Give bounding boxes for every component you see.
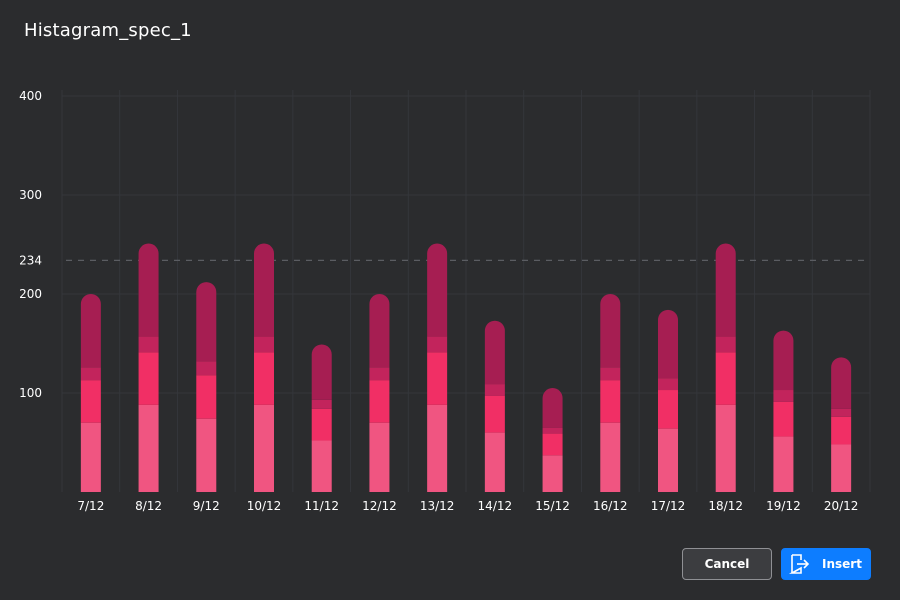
bar-segment xyxy=(254,404,274,492)
x-tick-label: 10/12 xyxy=(247,499,282,513)
x-tick-label: 11/12 xyxy=(304,499,339,513)
bar-segment xyxy=(773,436,794,492)
bar-stack xyxy=(831,357,852,492)
bar-segment-top xyxy=(831,357,852,409)
bar-segment-top xyxy=(658,309,678,379)
x-tick-label: 12/12 xyxy=(362,499,397,513)
bar-segment-top xyxy=(773,330,794,391)
x-tick-label: 18/12 xyxy=(708,499,743,513)
bar-segment xyxy=(196,361,217,376)
bar-segment xyxy=(254,336,274,353)
bar-segment xyxy=(427,404,448,492)
insert-export-icon xyxy=(788,553,810,575)
stacked-bar-chart: 100 200 234 300 400 7/12 8/12 9/12 10/12 11/12 12/… xyxy=(19,89,871,513)
x-tick-label: 9/12 xyxy=(193,499,220,513)
bar-stack xyxy=(658,309,678,492)
bar-segment xyxy=(369,367,390,381)
bar-segment xyxy=(542,427,563,434)
x-tick-label: 8/12 xyxy=(135,499,162,513)
bar-segment xyxy=(138,336,159,353)
bar-segment xyxy=(773,401,794,437)
x-tick-label: 14/12 xyxy=(478,499,513,513)
bar-segment xyxy=(80,367,101,381)
x-tick-label: 19/12 xyxy=(766,499,801,513)
bar-stack xyxy=(542,388,563,492)
bar-segment xyxy=(80,422,101,492)
chart-area: 100 200 234 300 400 7/12 8/12 9/12 10/12 11/12 12/… xyxy=(0,70,900,530)
bar-stack xyxy=(773,330,794,492)
bar-segment xyxy=(484,395,505,433)
bar-stack xyxy=(196,282,217,492)
bar-segment xyxy=(254,352,274,405)
bar-segment-top xyxy=(715,243,736,337)
bar-segment xyxy=(427,336,448,353)
bar-segment-top xyxy=(542,388,563,428)
bar-stack xyxy=(254,243,274,492)
bar-segment xyxy=(542,433,563,456)
bar-segment xyxy=(715,404,736,492)
bar-stack xyxy=(311,344,332,492)
bar-segment xyxy=(715,352,736,405)
bar-stack xyxy=(369,294,390,492)
bar-segment-top xyxy=(138,243,159,337)
x-tick-label: 7/12 xyxy=(77,499,104,513)
bar-segment-top xyxy=(484,320,505,385)
bar-stack xyxy=(427,243,448,492)
bar-segment xyxy=(196,418,217,492)
bar-segment xyxy=(715,336,736,353)
x-tick-label: 17/12 xyxy=(651,499,686,513)
bar-segment xyxy=(542,455,563,492)
bar-segment xyxy=(600,380,621,423)
bar-segment xyxy=(831,408,852,417)
bar-segment xyxy=(369,422,390,492)
bar-segment xyxy=(658,390,678,429)
bar-segment-top xyxy=(311,344,332,400)
y-tick-label: 234 xyxy=(19,253,42,267)
x-tick-label: 20/12 xyxy=(824,499,859,513)
insert-button-label: Insert xyxy=(822,557,862,571)
bar-segment xyxy=(80,380,101,423)
cancel-button[interactable]: Cancel xyxy=(682,548,772,580)
bar-segment xyxy=(311,399,332,409)
bar-segment-top xyxy=(254,243,274,337)
bar-segment xyxy=(196,375,217,419)
bar-segment xyxy=(311,440,332,492)
bar-segment xyxy=(773,390,794,402)
bar-segment xyxy=(484,432,505,492)
bar-segment xyxy=(658,378,678,391)
bar-segment xyxy=(600,367,621,381)
bar-segment xyxy=(484,384,505,396)
bar-stack xyxy=(715,243,736,492)
bar-segment-top xyxy=(196,282,217,362)
bar-segment-top xyxy=(80,294,101,368)
bar-stack xyxy=(80,294,101,492)
x-tick-label: 16/12 xyxy=(593,499,628,513)
bar-stack xyxy=(484,320,505,492)
x-tick-label: 13/12 xyxy=(420,499,455,513)
bar-segment xyxy=(369,380,390,423)
y-tick-label: 100 xyxy=(19,386,42,400)
x-tick-label: 15/12 xyxy=(535,499,570,513)
bar-segment-top xyxy=(600,294,621,368)
y-tick-label: 300 xyxy=(19,188,42,202)
bar-segment xyxy=(831,416,852,445)
bar-segment xyxy=(600,422,621,492)
dialog-title: Histagram_spec_1 xyxy=(24,20,192,41)
bar-segment xyxy=(311,408,332,441)
bar-stack xyxy=(600,294,621,492)
bar-segment xyxy=(138,404,159,492)
bar-segment xyxy=(427,352,448,405)
bar-segment xyxy=(831,444,852,492)
bar-segment-top xyxy=(427,243,448,337)
y-tick-label: 400 xyxy=(19,89,42,103)
bar-segment xyxy=(138,352,159,405)
insert-button[interactable]: Insert xyxy=(781,548,871,580)
y-tick-label: 200 xyxy=(19,287,42,301)
bar-segment xyxy=(658,428,678,492)
bar-segment-top xyxy=(369,294,390,368)
bar-stack xyxy=(138,243,159,492)
